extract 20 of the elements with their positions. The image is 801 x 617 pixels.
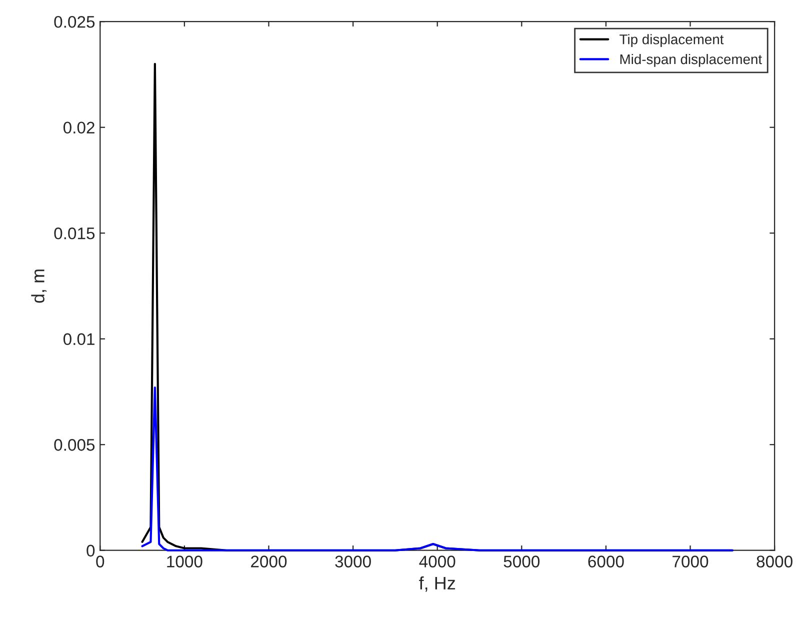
x-tick-label: 4000 xyxy=(419,556,456,568)
x-tick-label: 7000 xyxy=(672,556,708,568)
y-axis-title: d, m xyxy=(31,270,47,303)
x-tick-label: 5000 xyxy=(504,556,540,568)
y-tick-label: 0.005 xyxy=(54,439,95,451)
legend-label: Mid-span displacement xyxy=(620,54,762,67)
x-tick-label: 2000 xyxy=(251,556,287,568)
y-tick-label: 0.015 xyxy=(54,228,95,240)
x-tick-label: 6000 xyxy=(588,556,624,568)
x-tick-label: 3000 xyxy=(335,556,371,568)
x-tick-label: 0 xyxy=(96,556,104,568)
y-tick-label: 0.01 xyxy=(63,333,94,346)
y-tick-label: 0.02 xyxy=(63,122,94,134)
x-tick-label: 8000 xyxy=(756,556,792,568)
y-tick-label: 0 xyxy=(86,544,95,557)
line-series xyxy=(141,386,734,552)
y-tick-label: 0.025 xyxy=(54,16,95,28)
legend-label: Tip displacement xyxy=(620,34,724,48)
x-tick-label: 1000 xyxy=(167,556,202,568)
x-axis-title: f, Hz xyxy=(419,576,456,592)
